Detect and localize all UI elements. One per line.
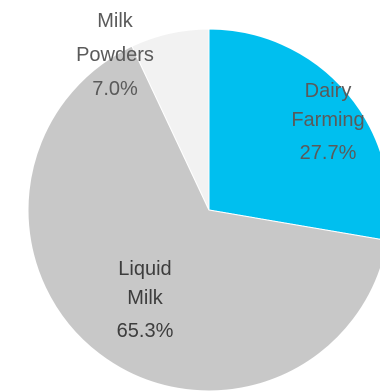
label-line: Milk: [97, 10, 134, 32]
label-line: Liquid: [118, 258, 171, 280]
label-line: Powders: [76, 44, 154, 66]
pie-slice-dairy-farming: [208, 28, 380, 240]
slice-label-dairy-farming: Dairy Farming 27.7%: [291, 80, 364, 164]
label-line: Milk: [127, 287, 164, 309]
label-line: Farming: [291, 109, 364, 131]
pie-slices: [27, 28, 380, 391]
label-line: Dairy: [305, 80, 352, 102]
slice-label-liquid-milk: Liquid Milk 65.3%: [117, 258, 174, 342]
pie-slice-liquid-milk: [27, 45, 380, 391]
value-label: 7.0%: [92, 78, 138, 100]
slice-label-milk-powders: Milk Powders 7.0%: [76, 10, 154, 100]
pie-slice-milk-powders: [131, 28, 210, 211]
value-label: 65.3%: [117, 320, 174, 342]
value-label: 27.7%: [300, 142, 357, 164]
